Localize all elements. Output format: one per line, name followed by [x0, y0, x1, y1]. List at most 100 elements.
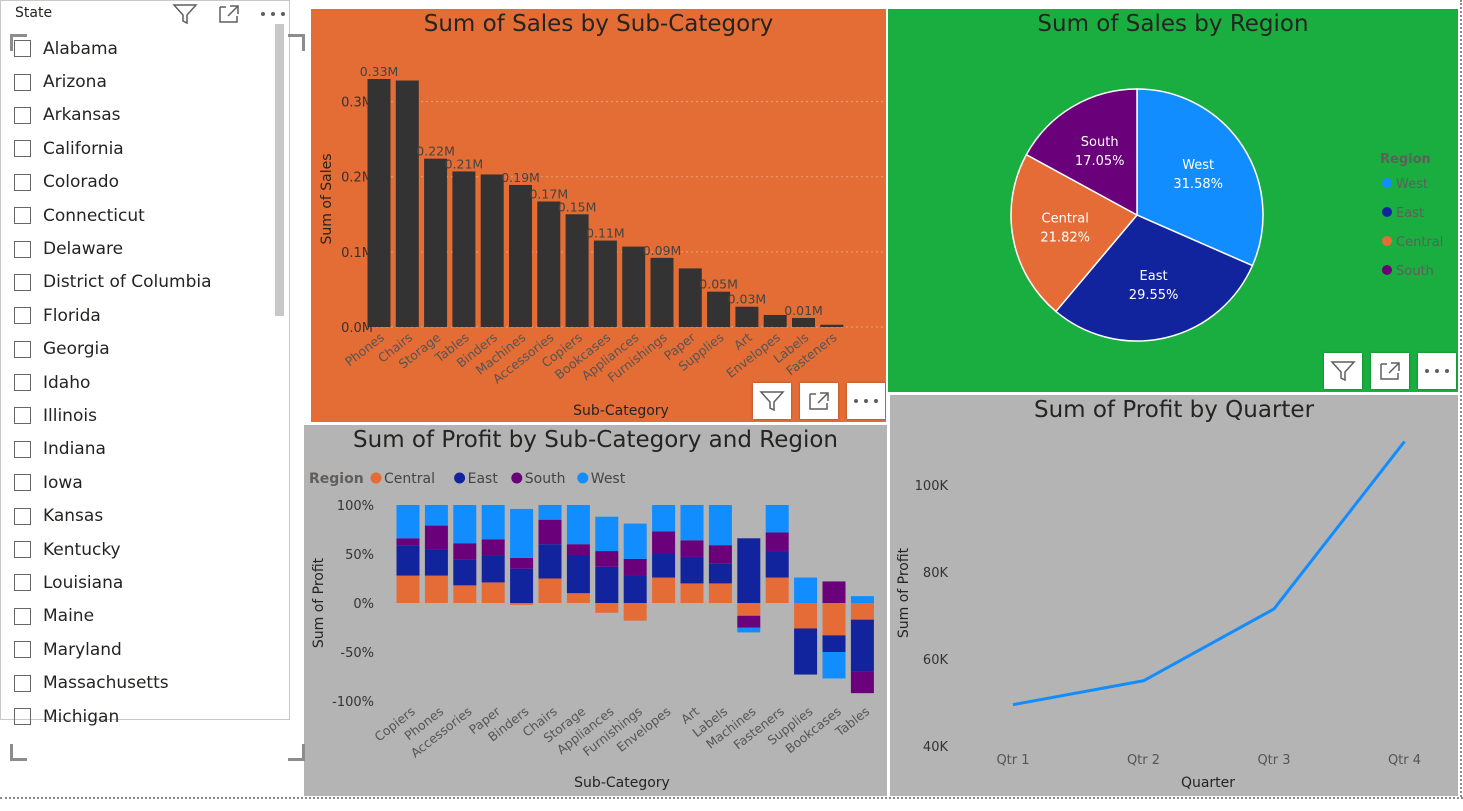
stacked-segment [425, 549, 448, 575]
canvas-boundary [1460, 0, 1462, 797]
more-options-button[interactable] [847, 383, 885, 419]
slicer-item[interactable]: Connecticut [14, 199, 274, 232]
stacked-segment [794, 628, 817, 674]
slicer-item[interactable]: Louisiana [14, 566, 274, 599]
stacked-segment [624, 603, 647, 621]
slicer-item[interactable]: Idaho [14, 366, 274, 399]
more-options-button[interactable] [1418, 353, 1456, 389]
stacked-segment [453, 543, 476, 560]
slicer-scrollbar[interactable] [275, 24, 284, 316]
filter-button[interactable] [168, 0, 202, 28]
bar [735, 307, 758, 327]
legend-label: West [1396, 177, 1428, 192]
stacked-segment [510, 603, 533, 605]
checkbox[interactable] [14, 441, 31, 458]
data-label: 0.03M [728, 292, 767, 307]
y-tick-label: 40K [923, 740, 949, 755]
data-label: 0.11M [586, 226, 625, 241]
slicer-item-label: California [43, 139, 124, 159]
slicer-item[interactable]: Iowa [14, 466, 274, 499]
filter-button[interactable] [1324, 353, 1362, 389]
slicer-item-label: District of Columbia [43, 272, 212, 292]
slicer-item[interactable]: Kentucky [14, 533, 274, 566]
checkbox[interactable] [14, 241, 31, 258]
stacked-segment [823, 603, 846, 635]
checkbox[interactable] [14, 407, 31, 424]
slicer-item[interactable]: Illinois [14, 399, 274, 432]
slicer-item[interactable]: Arizona [14, 65, 274, 98]
stacked-segment [709, 545, 732, 564]
slicer-item[interactable]: Maine [14, 600, 274, 633]
checkbox[interactable] [14, 675, 31, 692]
resize-handle[interactable] [288, 744, 305, 761]
y-tick-label: -50% [340, 646, 374, 661]
checkbox[interactable] [14, 107, 31, 124]
legend-marker [511, 473, 522, 484]
slicer-item[interactable]: Florida [14, 299, 274, 332]
checkbox[interactable] [14, 541, 31, 558]
checkbox[interactable] [14, 474, 31, 491]
slice-label: 21.82% [1040, 231, 1090, 246]
y-tick-label: 100% [337, 499, 374, 514]
stacked-segment [766, 505, 789, 532]
slicer-item[interactable]: Georgia [14, 333, 274, 366]
filter-button[interactable] [753, 383, 791, 419]
more-options-button[interactable] [256, 0, 290, 28]
resize-handle[interactable] [288, 34, 305, 51]
filter-icon [759, 389, 785, 413]
stacked-segment [737, 616, 760, 628]
stacked-segment [652, 578, 675, 603]
slicer-item[interactable]: Massachusetts [14, 666, 274, 699]
legend-label: West [591, 471, 626, 487]
checkbox[interactable] [14, 174, 31, 191]
slicer-item[interactable]: Maryland [14, 633, 274, 666]
y-axis-title: Sum of Profit [896, 547, 912, 638]
bar [396, 81, 419, 327]
slicer-item[interactable]: Arkansas [14, 99, 274, 132]
checkbox[interactable] [14, 341, 31, 358]
stacked-segment [595, 551, 618, 567]
checkbox[interactable] [14, 574, 31, 591]
slicer-item[interactable]: Michigan [14, 700, 274, 720]
slicer-item[interactable]: Indiana [14, 433, 274, 466]
slicer-item[interactable]: Kansas [14, 499, 274, 532]
resize-handle[interactable] [10, 744, 27, 761]
focus-mode-button[interactable] [212, 0, 246, 28]
slicer-item-label: Delaware [43, 239, 123, 259]
stacked-segment [425, 505, 448, 526]
slicer-item[interactable]: Alabama [14, 32, 274, 65]
state-slicer: State Alabama Arizona Arkansas California Co… [0, 0, 290, 720]
data-label: 0.21M [445, 156, 484, 171]
checkbox[interactable] [14, 74, 31, 91]
focus-mode-button[interactable] [1371, 353, 1409, 389]
stacked-segment [539, 520, 562, 545]
checkbox[interactable] [14, 307, 31, 324]
slicer-item[interactable]: Delaware [14, 232, 274, 265]
legend-marker [1382, 178, 1392, 188]
stacked-segment [851, 596, 874, 603]
data-label: 0.19M [501, 170, 540, 185]
checkbox[interactable] [14, 508, 31, 525]
filter-icon [172, 2, 198, 26]
checkbox[interactable] [14, 641, 31, 658]
checkbox[interactable] [14, 608, 31, 625]
slicer-header: State [15, 5, 52, 21]
stacked-segment [453, 505, 476, 543]
legend-marker [371, 473, 382, 484]
checkbox[interactable] [14, 140, 31, 157]
legend-marker [1382, 236, 1392, 246]
slicer-item[interactable]: Colorado [14, 166, 274, 199]
checkbox[interactable] [14, 374, 31, 391]
data-label: 0.09M [643, 243, 682, 258]
slicer-item[interactable]: California [14, 132, 274, 165]
bar [481, 174, 504, 327]
stacked-segment [823, 581, 846, 603]
focus-mode-button[interactable] [800, 383, 838, 419]
stacked-segment [709, 583, 732, 603]
slicer-item[interactable]: District of Columbia [14, 266, 274, 299]
y-tick-label: 50% [345, 548, 374, 563]
checkbox[interactable] [14, 207, 31, 224]
checkbox[interactable] [14, 708, 31, 720]
checkbox[interactable] [14, 274, 31, 291]
resize-handle[interactable] [10, 34, 27, 51]
